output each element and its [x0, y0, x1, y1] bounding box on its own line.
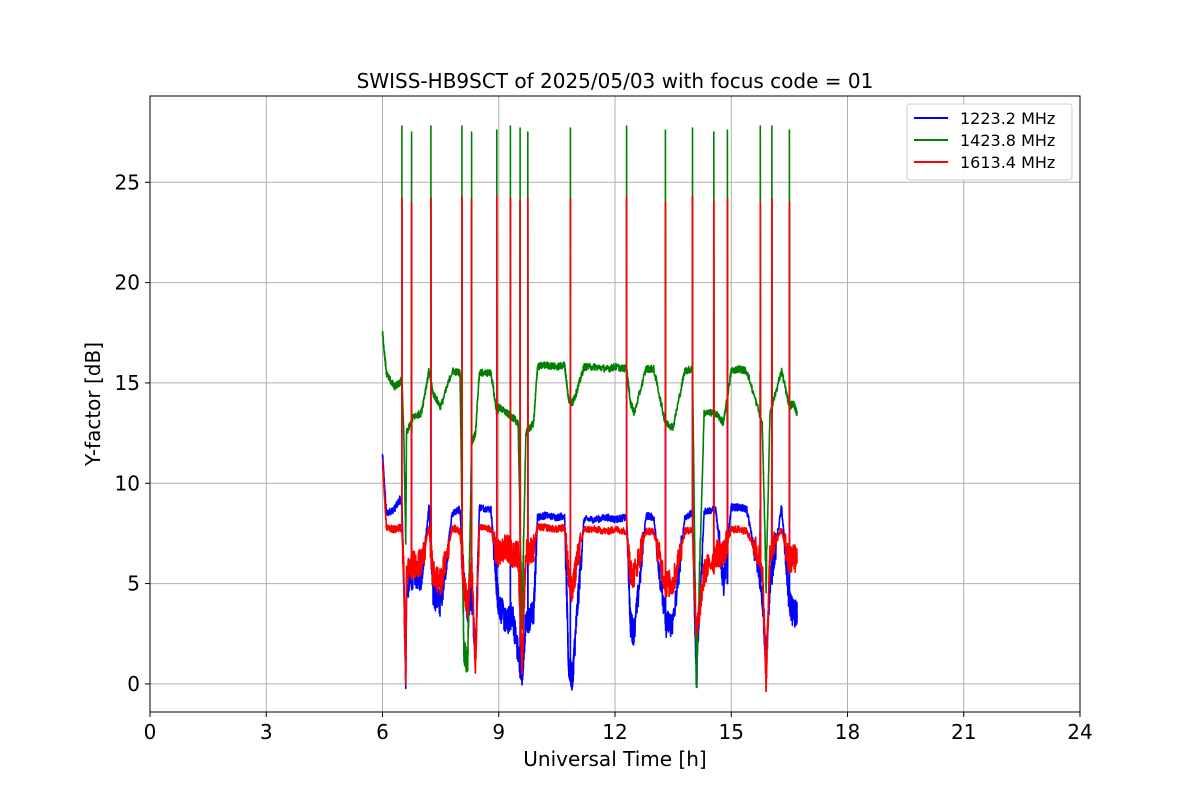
y-tick-label: 20 [115, 271, 140, 295]
series-line [381, 195, 798, 693]
y-tick-label: 15 [115, 371, 140, 395]
x-tick-label: 15 [719, 720, 744, 744]
x-axis-title: Universal Time [h] [523, 747, 706, 771]
x-tick-label: 3 [260, 720, 273, 744]
x-tick-label: 6 [376, 720, 389, 744]
x-tick-label: 18 [835, 720, 860, 744]
chart-title: SWISS-HB9SCT of 2025/05/03 with focus co… [357, 69, 874, 93]
legend-label: 1423.8 MHz [960, 131, 1055, 150]
legend: 1223.2 MHz 1423.8 MHz 1613.4 MHz [906, 103, 1073, 181]
legend-box [906, 103, 1073, 181]
y-tick-label: 5 [127, 572, 140, 596]
y-tick-label: 0 [127, 672, 140, 696]
series-layer [381, 125, 798, 693]
y-axis-title: Y-factor [dB] [81, 342, 105, 467]
legend-label: 1613.4 MHz [960, 153, 1055, 172]
x-tick-label: 0 [144, 720, 157, 744]
x-axis: 0 3 6 9 12 15 18 21 24 [144, 712, 1093, 744]
x-tick-label: 12 [602, 720, 627, 744]
x-tick-label: 24 [1067, 720, 1092, 744]
y-axis: 0 5 10 15 20 25 [115, 170, 150, 696]
x-tick-label: 21 [951, 720, 976, 744]
legend-label: 1223.2 MHz [960, 109, 1055, 128]
x-tick-label: 9 [492, 720, 505, 744]
y-tick-label: 25 [115, 170, 140, 194]
y-tick-label: 10 [115, 471, 140, 495]
